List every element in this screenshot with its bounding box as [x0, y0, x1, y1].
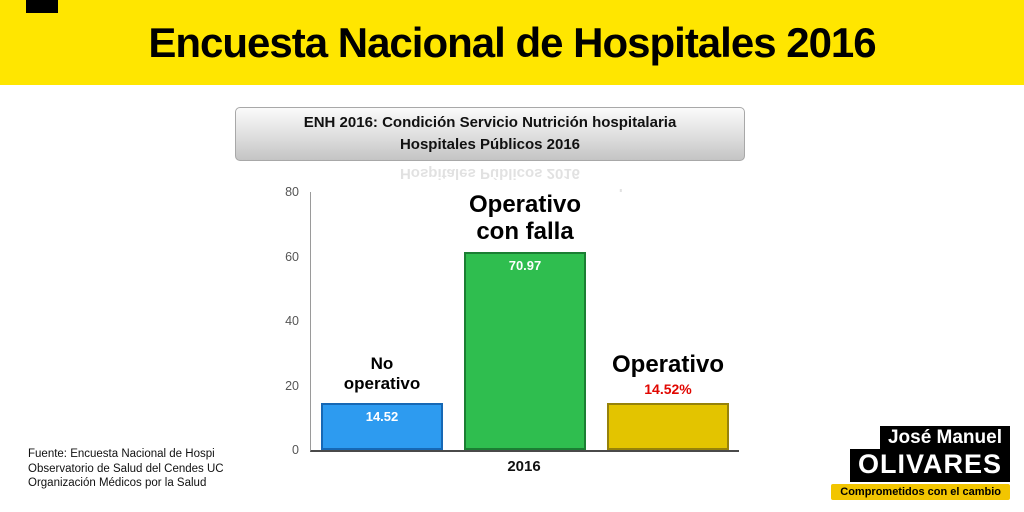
logo-tagline: Comprometidos con el cambio	[831, 484, 1010, 500]
source-line3: Organización Médicos por la Salud	[28, 477, 207, 490]
chart-title-line2: Hospitales Públicos 2016	[399, 136, 581, 153]
bar-group-no-operativo: No operativo 14.52	[321, 192, 443, 450]
source-line2: Observatorio de Salud del Cendes UC	[28, 462, 224, 475]
logo-last-name: OLIVARES	[849, 449, 1010, 482]
banner-title: Encuesta Nacional de Hospitales 2016	[148, 18, 876, 66]
chart-title-line1: ENH 2016: Condición Servicio Nutrición h…	[303, 113, 677, 131]
logo-block: José Manuel OLIVARES Comprometidos con e…	[831, 426, 1010, 500]
category-label: Operativo	[611, 351, 725, 379]
corner-mark	[26, 0, 58, 13]
chart-title-bar: ENH 2016: Condición Servicio Nutrición h…	[235, 107, 745, 161]
chart-panel: ENH 2016: Condición Servicio Nutrición h…	[235, 105, 745, 485]
category-label: No operativo	[343, 354, 421, 393]
bar-group-operativo: Operativo 14.52%	[607, 192, 729, 450]
bar-operativo	[607, 403, 729, 450]
source-line1: Fuente: Encuesta Nacional de Hospi	[28, 448, 215, 460]
chart-title-reflection: ENH 2016: Condición Servicio Nutrición h…	[304, 165, 677, 193]
bar-group-operativo-con-falla: Operativo con falla 70.97	[464, 191, 586, 450]
logo-first-name: José Manuel	[879, 426, 1010, 449]
y-axis: 0 20 40 60 80	[285, 185, 299, 457]
category-label: Operativo con falla	[468, 191, 582, 245]
bar-value-label: 14.52	[365, 409, 399, 425]
bar-no-operativo: 14.52	[321, 403, 443, 450]
source-note: Fuente: Encuesta Nacional de Hospi Obser…	[28, 447, 233, 491]
x-axis-label: 2016	[507, 458, 541, 475]
top-banner: Encuesta Nacional de Hospitales 2016	[0, 0, 1024, 85]
percent-label: 14.52%	[644, 381, 692, 398]
bar-value-label: 70.97	[508, 257, 542, 273]
plot-area: No operativo 14.52 Operativo con falla 7…	[310, 191, 739, 452]
bar-operativo-con-falla: 70.97	[464, 251, 586, 450]
